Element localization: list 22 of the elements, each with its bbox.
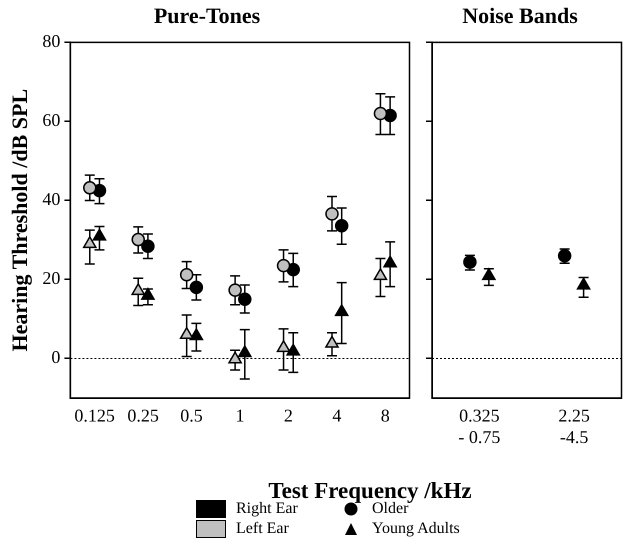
text: Left Ear [236,520,290,538]
y-axis-title: Hearing Threshold /dB SPL [6,88,32,352]
y-tick-label: 80 [42,31,60,52]
text: Young Adults [372,520,461,538]
y-tick-label: 0 [51,347,60,368]
x-tick-label: 0.25 [127,406,159,426]
text: Older [372,500,408,518]
x-tick-label: 4 [332,406,342,426]
x-tick-label: 8 [380,406,390,426]
y-tick-label: 20 [42,268,60,288]
text: Right Ear [236,500,299,518]
chart-title: Noise Bands [462,2,578,28]
chart-title: Pure-Tones [154,2,261,28]
y-tick-label: 40 [42,189,60,210]
y-tick-label: 60 [42,110,60,130]
x-tick-label: 0.125 [74,406,115,426]
x-tick-label: 0.325 - 0.75 [458,406,500,448]
x-tick-label: 2 [284,406,293,426]
x-tick-label: 1 [235,406,244,426]
x-axis-title: Test Frequency /kHz [268,478,473,503]
x-tick-label: 2.25 -4.5 [558,406,590,448]
x-tick-label: 0.5 [180,406,203,426]
